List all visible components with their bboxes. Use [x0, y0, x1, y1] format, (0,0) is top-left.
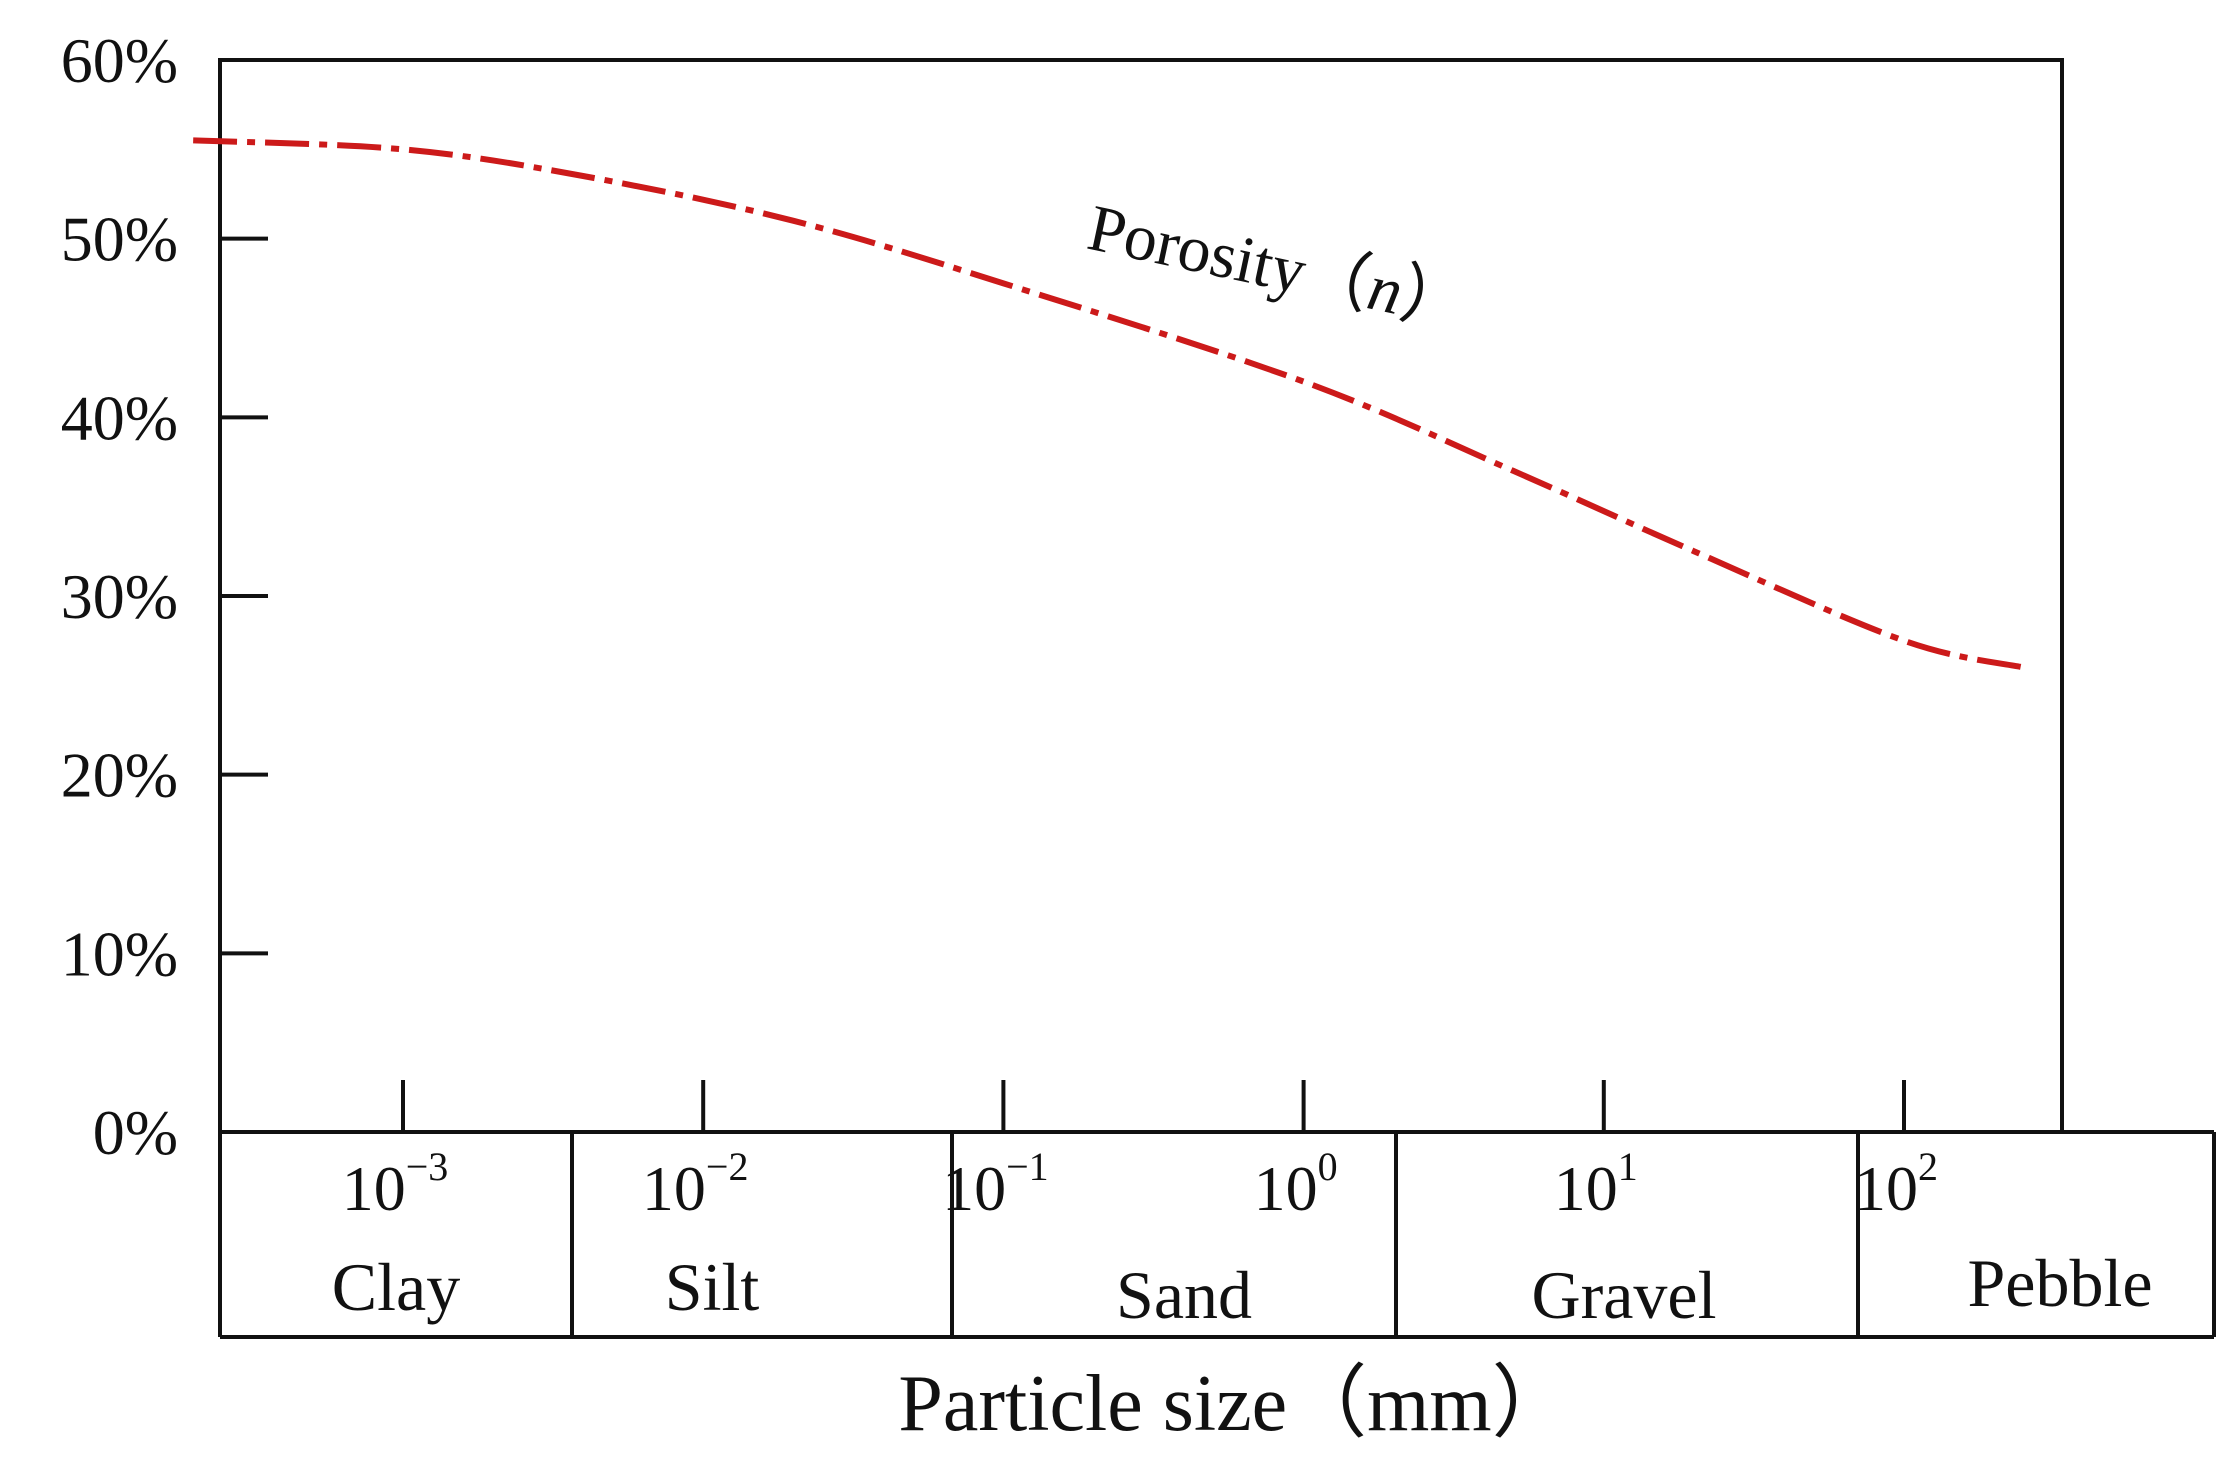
y-tick-label: 60% — [61, 25, 178, 96]
x-axis — [401, 1080, 1906, 1132]
category-label: Silt — [665, 1249, 760, 1325]
y-tick-label: 20% — [61, 740, 178, 811]
series-label-porosity: Porosity（n） — [1082, 191, 1474, 342]
x-axis-title: Particle size（mm） — [898, 1360, 1571, 1448]
y-tick-label: 40% — [61, 382, 178, 453]
category-label: Clay — [332, 1249, 460, 1325]
y-tick-label: 10% — [61, 918, 178, 989]
x-tick-label: 10−1 — [942, 1144, 1049, 1224]
x-tick-label: 100 — [1254, 1144, 1338, 1224]
x-tick-label: 10−2 — [642, 1144, 749, 1224]
y-tick-label: 30% — [61, 561, 178, 632]
series-line-porosity — [193, 137, 2025, 671]
series-layer: Porosity（n） — [193, 137, 2025, 671]
x-tick-label: 102 — [1854, 1144, 1938, 1224]
x-tick-label: 10−3 — [342, 1144, 449, 1224]
category-label: Gravel — [1531, 1257, 1716, 1333]
category-label: Sand — [1116, 1257, 1252, 1333]
x-tick-label: 101 — [1554, 1144, 1638, 1224]
category-label: Pebble — [1967, 1245, 2152, 1321]
category-table: 10−3 10−2 10−1 100 101 102 Clay Silt Sand Gravel P… — [218, 1130, 2216, 1339]
y-tick-label: 0% — [93, 1097, 178, 1168]
y-axis: 0% 10% 20% 30% 40% 50% 60% — [61, 25, 268, 1168]
y-tick-label: 50% — [61, 204, 178, 275]
